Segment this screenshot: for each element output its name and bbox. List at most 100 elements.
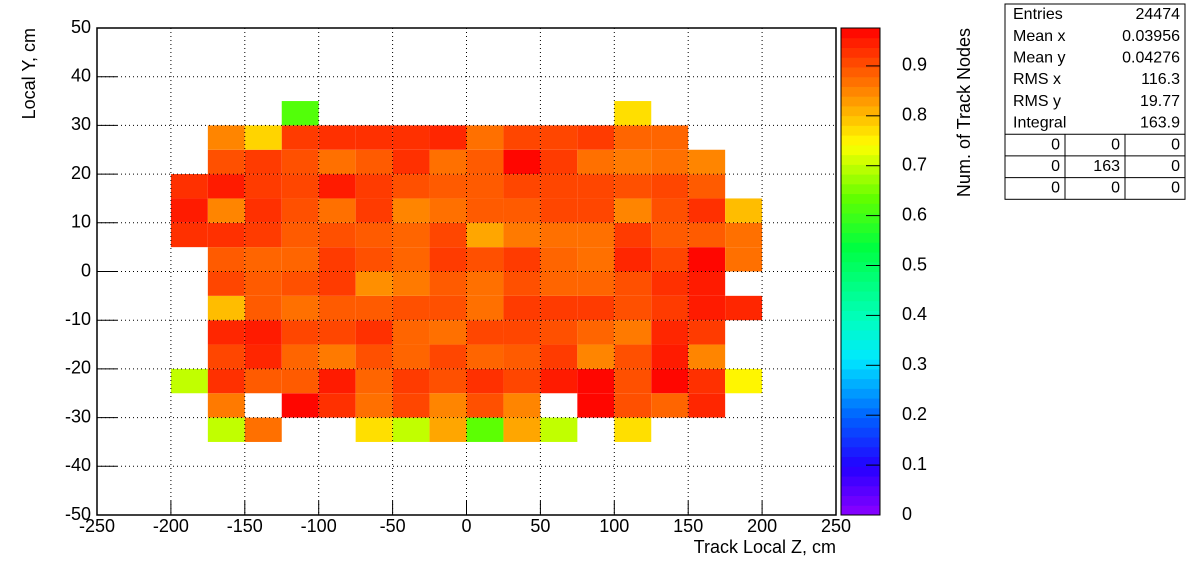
- x-tick-label: 0: [461, 516, 471, 536]
- heat-cell: [207, 295, 245, 321]
- z-tick-label: 0.5: [902, 254, 927, 274]
- heat-cell: [725, 368, 763, 394]
- colorbar-band: [841, 407, 880, 419]
- heat-cell: [281, 344, 319, 369]
- heat-cell: [244, 368, 282, 394]
- heat-cell: [429, 393, 467, 418]
- heat-cell: [207, 271, 245, 296]
- heat-cell: [318, 320, 356, 345]
- colorbar-band: [841, 261, 880, 272]
- heat-cell: [281, 125, 319, 150]
- colorbar-band: [841, 281, 880, 292]
- heat-cell: [466, 271, 504, 296]
- heat-cell: [392, 320, 430, 345]
- z-tick-label: 0.7: [902, 154, 927, 174]
- heat-cell: [392, 393, 430, 418]
- heat-cell: [318, 295, 356, 321]
- heat-cell: [651, 295, 689, 321]
- colorbar-band: [841, 339, 880, 350]
- stats-cell: 163: [1093, 158, 1120, 175]
- heat-cell: [318, 174, 356, 199]
- stats-label: RMS y: [1013, 93, 1061, 110]
- heat-cell: [281, 101, 319, 126]
- heat-cell: [244, 125, 282, 150]
- x-tick-label: 50: [530, 516, 550, 536]
- heat-cell: [429, 417, 467, 442]
- heat-cell: [688, 198, 726, 223]
- colorbar-band: [841, 437, 880, 448]
- heat-cell: [429, 174, 467, 199]
- heat-cell: [503, 125, 541, 150]
- heat-cell: [429, 222, 467, 248]
- heat-cell: [540, 368, 578, 394]
- heat-cell: [392, 222, 430, 248]
- heat-cell: [725, 222, 763, 248]
- colorbar-band: [841, 57, 880, 68]
- z-tick-label: 0.9: [902, 55, 927, 75]
- heat-cell: [651, 247, 689, 272]
- heat-cell: [429, 271, 467, 296]
- y-tick-label: 20: [71, 163, 91, 183]
- heat-cell: [281, 295, 319, 321]
- heat-cell: [207, 344, 245, 369]
- heat-cell: [207, 247, 245, 272]
- heat-cell: [170, 222, 208, 248]
- colorbar-band: [841, 368, 880, 380]
- heat-cell: [577, 295, 615, 321]
- heat-cell: [466, 149, 504, 175]
- heat-cell: [355, 247, 393, 272]
- heat-cell: [355, 393, 393, 418]
- colorbar-band: [841, 271, 880, 282]
- heat-cell: [503, 149, 541, 175]
- heat-cell: [577, 344, 615, 369]
- heat-cell: [318, 344, 356, 369]
- heat-cell: [244, 295, 282, 321]
- heat-cell: [392, 247, 430, 272]
- colorbar-band: [841, 388, 880, 399]
- heat-cell: [540, 295, 578, 321]
- heat-cell: [614, 101, 652, 126]
- heat-cell: [688, 271, 726, 296]
- colorbar-band: [841, 144, 880, 156]
- heat-cell: [281, 271, 319, 296]
- heat-cell: [170, 198, 208, 223]
- heat-cell: [466, 247, 504, 272]
- stats-value: 116.3: [1141, 71, 1180, 88]
- heat-cell: [577, 368, 615, 394]
- x-tick-label: 100: [599, 516, 629, 536]
- colorbar-band: [841, 456, 880, 467]
- heat-cell: [466, 174, 504, 199]
- heat-cell: [244, 344, 282, 369]
- heat-cell: [540, 125, 578, 150]
- heat-cell: [725, 247, 763, 272]
- colorbar-band: [841, 154, 880, 165]
- heat-cell: [355, 125, 393, 150]
- heat-cell: [355, 198, 393, 223]
- colorbar-band: [841, 378, 880, 389]
- heat-cell: [614, 125, 652, 150]
- heat-cell: [466, 295, 504, 321]
- colorbar-band: [841, 485, 880, 497]
- heat-cell: [577, 247, 615, 272]
- heat-cell: [503, 247, 541, 272]
- heat-cell: [577, 125, 615, 150]
- colorbar-band: [841, 359, 880, 370]
- colorbar-band: [841, 290, 880, 302]
- z-tick-label: 0.4: [902, 304, 927, 324]
- heat-cell: [614, 295, 652, 321]
- heat-cell: [614, 198, 652, 223]
- heat-cell: [503, 295, 541, 321]
- heat-cell: [244, 271, 282, 296]
- heat-cell: [651, 125, 689, 150]
- heat-cell: [466, 393, 504, 418]
- colorbar-band: [841, 466, 880, 477]
- heat-cell: [614, 320, 652, 345]
- heat-cell: [429, 198, 467, 223]
- heat-cell: [651, 368, 689, 394]
- colorbar-band: [841, 300, 880, 311]
- colorbar-band: [841, 398, 880, 409]
- heat-cell: [392, 368, 430, 394]
- heat-cell: [355, 320, 393, 345]
- colorbar-band: [841, 320, 880, 331]
- heat-cell: [355, 344, 393, 369]
